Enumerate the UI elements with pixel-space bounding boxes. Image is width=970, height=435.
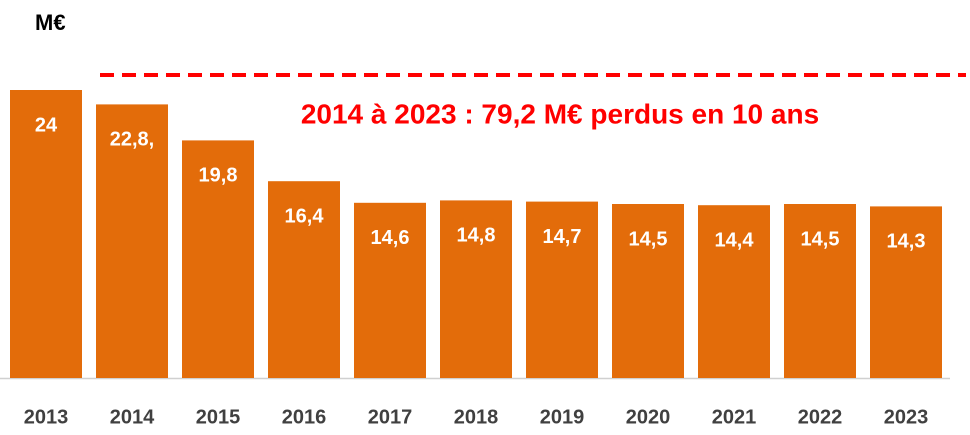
value-label: 14,6 (371, 227, 410, 249)
bar (612, 204, 684, 378)
bar (354, 202, 426, 378)
x-tick-label: 2018 (454, 406, 499, 428)
bar (96, 104, 168, 379)
x-tick-label: 2021 (712, 406, 757, 428)
bar (268, 181, 340, 378)
value-label: 14,5 (629, 228, 668, 250)
x-tick-label: 2013 (24, 406, 69, 428)
bar (526, 201, 598, 378)
bar (784, 204, 856, 378)
x-tick-label: 2022 (798, 406, 843, 428)
x-tick-label: 2017 (368, 406, 413, 428)
x-tick-label: 2020 (626, 406, 671, 428)
value-label: 14,3 (887, 231, 926, 253)
x-tick-label: 2019 (540, 406, 585, 428)
bar (10, 90, 82, 378)
value-label: 19,8 (199, 165, 238, 187)
x-tick-label: 2023 (884, 406, 929, 428)
value-label: 16,4 (285, 205, 325, 227)
x-tick-label: 2014 (110, 406, 155, 428)
x-tick-label: 2016 (282, 406, 327, 428)
bar (182, 140, 254, 378)
bar (870, 206, 942, 378)
value-label: 14,8 (457, 225, 496, 247)
unit-label: M€ (35, 10, 66, 35)
value-label: 14,7 (543, 226, 582, 248)
value-label: 14,5 (801, 228, 840, 250)
value-label: 14,4 (715, 229, 755, 251)
value-label: 24 (35, 114, 58, 136)
bar (440, 200, 512, 378)
annotation: 2014 à 2023 : 79,2 M€ perdus en 10 ans (301, 98, 819, 129)
x-tick-label: 2015 (196, 406, 241, 428)
value-label: 22,8, (110, 129, 154, 151)
bar (698, 205, 770, 378)
